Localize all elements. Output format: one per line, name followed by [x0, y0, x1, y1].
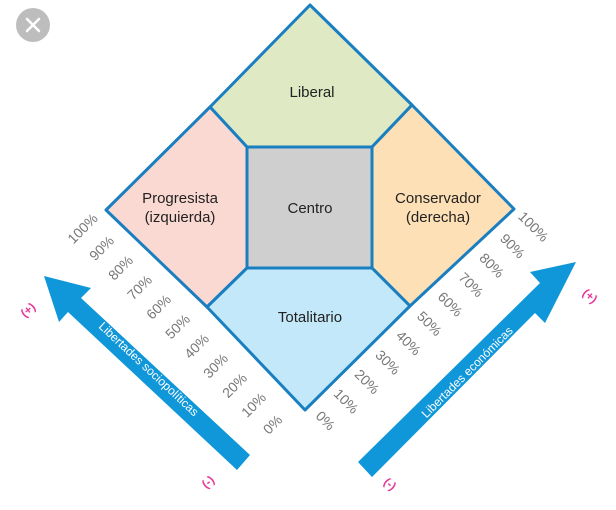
label-izquierda: (izquierda): [145, 209, 216, 226]
right-tick-30%: 30%: [372, 347, 403, 378]
label-progresista: Progresista: [142, 190, 219, 207]
label-totalitario: Totalitario: [278, 309, 342, 326]
left-tick-70%: 70%: [124, 272, 155, 303]
right-tick-0%: 0%: [313, 408, 339, 434]
right-tick-40%: 40%: [393, 327, 424, 358]
label-derecha: (derecha): [406, 209, 470, 226]
region-liberal: [208, 3, 414, 149]
right-minus: (-): [381, 475, 399, 493]
close-icon: [25, 17, 41, 33]
left-tick-20%: 20%: [219, 370, 250, 401]
right-tick-10%: 10%: [331, 385, 362, 416]
left-tick-50%: 50%: [162, 311, 193, 342]
left-tick-90%: 90%: [86, 232, 117, 263]
left-tick-0%: 0%: [260, 412, 286, 438]
left-minus: (-): [199, 473, 217, 491]
right-tick-50%: 50%: [414, 308, 445, 339]
left-tick-10%: 10%: [238, 389, 269, 420]
left-tick-40%: 40%: [181, 330, 212, 361]
right-tick-100%: 100%: [515, 208, 552, 245]
right-tick-60%: 60%: [435, 288, 466, 319]
left-tick-60%: 60%: [143, 291, 174, 322]
close-button[interactable]: [16, 8, 50, 42]
right-tick-90%: 90%: [497, 230, 528, 261]
label-liberal: Liberal: [289, 84, 334, 101]
label-conservador: Conservador: [395, 190, 481, 207]
label-centro: Centro: [287, 200, 332, 217]
right-tick-80%: 80%: [476, 250, 507, 281]
arrow-sociopoliticas: [44, 276, 250, 470]
right-plus: (+): [580, 286, 600, 306]
left-tick-30%: 30%: [200, 350, 231, 381]
left-tick-80%: 80%: [105, 252, 136, 283]
arrow-economicas: [358, 262, 576, 477]
axis-label-left: Libertades sociopolíticas: [96, 319, 202, 419]
region-progresista: [104, 105, 249, 309]
region-totalitario: [205, 266, 412, 412]
left-plus: (+): [18, 300, 38, 320]
right-tick-20%: 20%: [352, 366, 383, 397]
right-tick-70%: 70%: [456, 269, 487, 300]
left-tick-100%: 100%: [64, 210, 101, 247]
